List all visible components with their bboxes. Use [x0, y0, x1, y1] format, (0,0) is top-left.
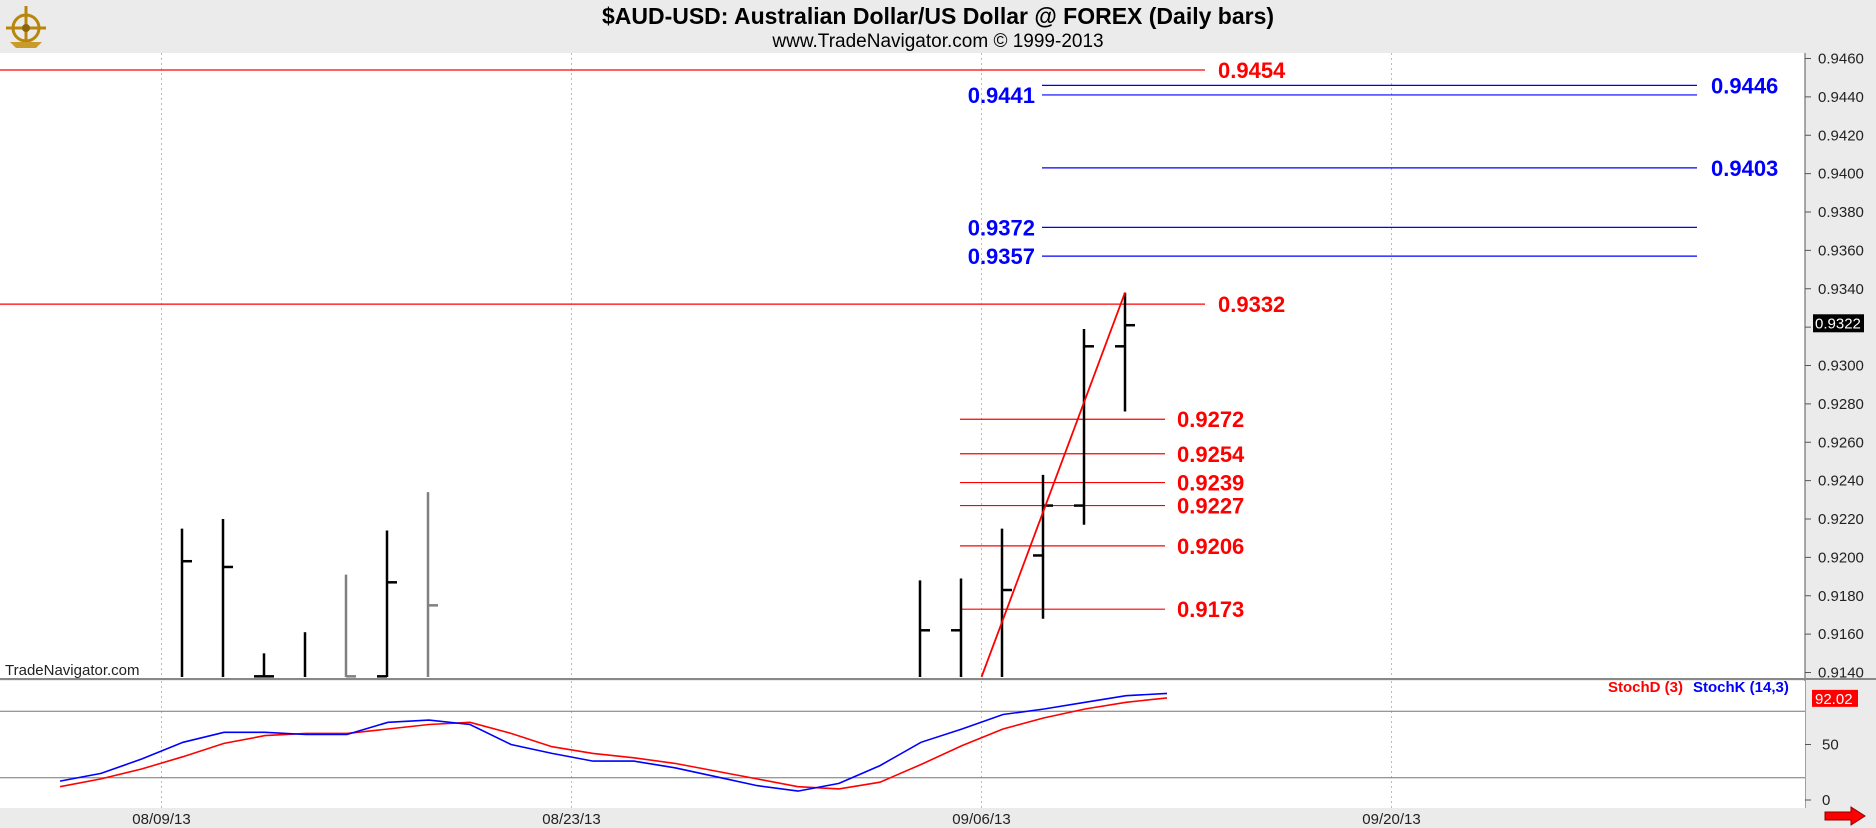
watermark: TradeNavigator.com	[5, 662, 140, 679]
price-tick-label: 0.9200	[1818, 549, 1864, 566]
vertical-gridlines	[161, 53, 1392, 677]
price-tick-label: 0.9300	[1818, 358, 1864, 375]
date-tick-label: 09/20/13	[1362, 811, 1420, 828]
price-level-label: 0.9173	[1177, 597, 1244, 622]
legend-stochk: StochK (14,3)	[1693, 679, 1789, 696]
stoch-last-value-tag	[1812, 689, 1858, 707]
price-tick-label: 0.9340	[1818, 281, 1864, 298]
date-tick-label: 08/23/13	[542, 811, 600, 828]
price-tick-label: 0.9360	[1818, 242, 1864, 259]
price-level-label: 0.9357	[968, 244, 1035, 269]
price-level-label: 0.9239	[1177, 471, 1244, 496]
price-level-label: 0.9441	[968, 83, 1035, 108]
date-tick-label: 09/06/13	[952, 811, 1010, 828]
price-tick-label: 0.9420	[1818, 127, 1864, 144]
price-tick-label: 0.9380	[1818, 204, 1864, 221]
price-tick-label: 0.9140	[1818, 665, 1864, 682]
price-level-label: 0.9332	[1218, 292, 1285, 317]
stoch-reference-lines	[0, 710, 1805, 779]
stoch-tick-label: 50	[1822, 737, 1839, 754]
last-price-label: 0.9322	[1815, 315, 1861, 332]
stoch-lines	[59, 692, 1168, 792]
trendline	[980, 292, 1126, 678]
price-level-label: 0.9446	[1711, 73, 1778, 98]
trade-navigator-logo	[6, 6, 46, 48]
price-tick-label: 0.9180	[1818, 588, 1864, 605]
stoch-last-value-label: 92.02	[1815, 691, 1853, 708]
price-level-label: 0.9403	[1711, 156, 1778, 181]
chart-subtitle: www.TradeNavigator.com © 1999-2013	[772, 31, 1104, 52]
price-levels: 0.9454 0.9446 0.9441 0.9403 0.9372 0.9357 0.93…	[0, 58, 1778, 622]
price-tick-label: 0.9260	[1818, 434, 1864, 451]
date-tick-label: 08/09/13	[132, 811, 190, 828]
price-level-label: 0.9272	[1177, 407, 1244, 432]
price-tick-label: 0.9240	[1818, 473, 1864, 490]
stoch-axis-ticks: 50 0 92.02	[1805, 689, 1858, 809]
stoch-tick-label: 0	[1822, 792, 1830, 809]
stoch-plot-area	[0, 681, 1805, 808]
price-level-label: 0.9454	[1218, 58, 1286, 83]
price-axis-ticks: 0.9460 0.9440 0.9420 0.9400 0.9380 0.9360 0.93…	[1805, 51, 1864, 682]
chart-title: $AUD-USD: Australian Dollar/US Dollar @ …	[601, 3, 1275, 29]
price-bars	[180, 292, 1135, 678]
trendline-segment	[980, 292, 1126, 678]
price-tick-label: 0.9220	[1818, 511, 1864, 528]
legend-stochd: StochD (3)	[1608, 679, 1683, 696]
stoch-series-line	[59, 697, 1168, 790]
price-tick-label: 0.9440	[1818, 89, 1864, 106]
price-level-label: 0.9372	[968, 215, 1035, 240]
stoch-series-line	[59, 692, 1168, 792]
price-level-label: 0.9206	[1177, 534, 1244, 559]
price-level-label: 0.9254	[1177, 442, 1245, 467]
plot-area	[0, 53, 1805, 678]
price-tick-label: 0.9460	[1818, 51, 1864, 68]
price-level-label: 0.9227	[1177, 494, 1244, 519]
price-tick-label: 0.9400	[1818, 166, 1864, 183]
price-tick-label: 0.9160	[1818, 626, 1864, 643]
scroll-right-arrow-icon[interactable]	[1823, 806, 1867, 826]
price-tick-label: 0.9280	[1818, 396, 1864, 413]
stoch-gridlines	[161, 681, 1392, 808]
date-axis: 08/09/13 08/23/13 09/06/13 09/20/13	[132, 811, 1420, 828]
last-price-tag	[1813, 314, 1864, 333]
